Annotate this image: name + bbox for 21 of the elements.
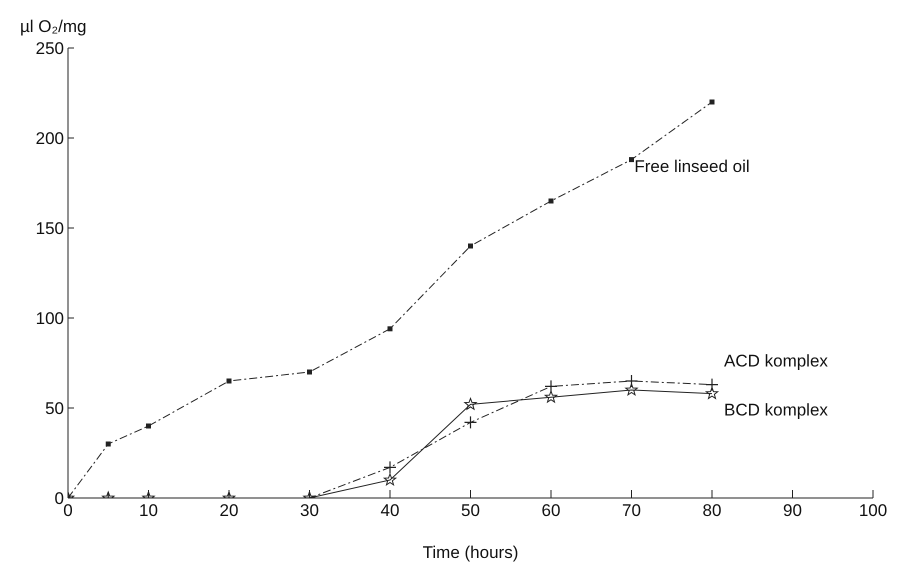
y-tick-label: 100 bbox=[36, 309, 64, 328]
series-label: Free linseed oil bbox=[634, 157, 750, 176]
x-tick-label: 70 bbox=[622, 501, 641, 520]
y-tick-label: 50 bbox=[45, 399, 64, 418]
x-tick-label: 20 bbox=[220, 501, 238, 520]
x-tick-label: 50 bbox=[461, 501, 480, 520]
series-label: ACD komplex bbox=[724, 352, 828, 371]
y-tick-label: 150 bbox=[36, 219, 64, 238]
x-tick-label: 40 bbox=[380, 501, 400, 520]
y-tick-label: 200 bbox=[36, 129, 64, 148]
x-axis-title: Time (hours) bbox=[422, 543, 518, 562]
series-label: BCD komplex bbox=[724, 400, 828, 420]
x-tick-label: 30 bbox=[300, 501, 319, 520]
y-tick-label: 0 bbox=[54, 489, 64, 508]
x-tick-label: 100 bbox=[858, 501, 888, 520]
y-tick-label: 250 bbox=[36, 39, 64, 58]
x-tick-label: 80 bbox=[702, 501, 722, 520]
y-axis-title: µl O₂/mg bbox=[20, 17, 86, 36]
x-tick-label: 90 bbox=[783, 501, 802, 520]
x-tick-label: 60 bbox=[542, 501, 560, 520]
x-tick-label: 10 bbox=[139, 501, 158, 520]
